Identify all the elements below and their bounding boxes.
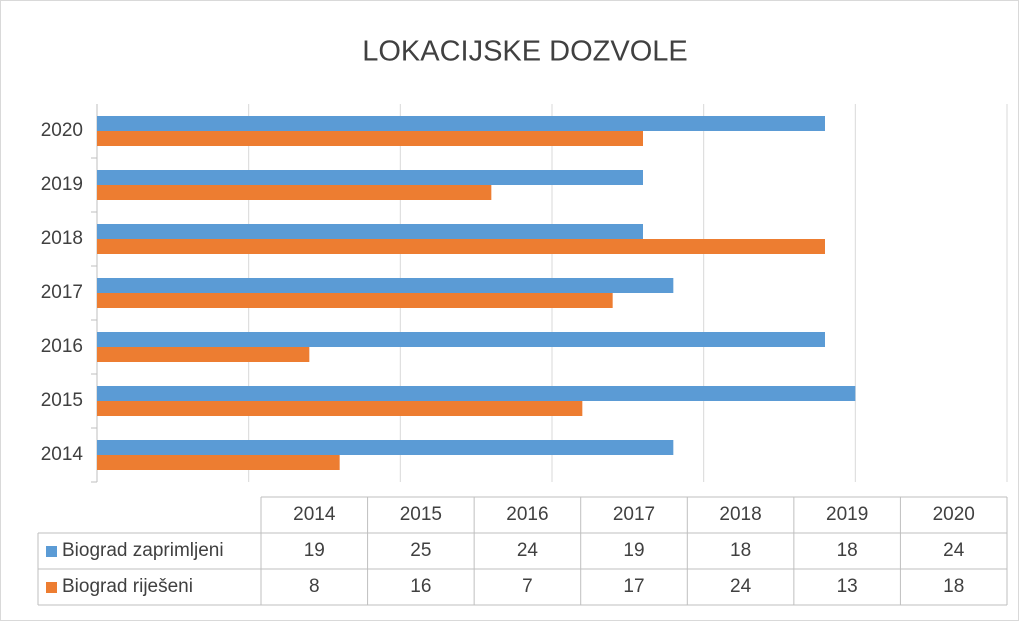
bar — [97, 224, 643, 239]
y-tick-label: 2020 — [41, 120, 83, 141]
table-cell: 18 — [943, 576, 964, 597]
bar — [97, 293, 613, 308]
bar — [97, 131, 643, 146]
table-header: 2017 — [613, 504, 655, 525]
bar — [97, 278, 674, 293]
bar — [97, 185, 492, 200]
table-header: 2014 — [293, 504, 336, 525]
legend-label: Biograd zaprimljeni — [62, 540, 224, 561]
table-cell: 24 — [730, 576, 752, 597]
table-header: 2018 — [719, 504, 761, 525]
y-tick-label: 2016 — [41, 336, 83, 357]
table-cell: 18 — [730, 540, 751, 561]
y-tick-label: 2015 — [41, 390, 83, 411]
table-header: 2016 — [506, 504, 548, 525]
legend-swatch — [46, 582, 57, 593]
table-cell: 25 — [410, 540, 431, 561]
y-tick-label: 2017 — [41, 282, 83, 303]
table-cell: 17 — [623, 576, 644, 597]
table-cell: 24 — [943, 540, 965, 561]
chart-frame — [0, 0, 1019, 621]
bar — [97, 401, 583, 416]
table-cell: 24 — [517, 540, 539, 561]
table-cell: 7 — [522, 576, 533, 597]
legend-label: Biograd riješeni — [62, 576, 193, 597]
bar — [97, 332, 825, 347]
table-header: 2020 — [933, 504, 975, 525]
table-cell: 18 — [837, 540, 858, 561]
bar — [97, 455, 340, 470]
table-cell: 19 — [623, 540, 644, 561]
bar — [97, 116, 825, 131]
table-cell: 19 — [304, 540, 325, 561]
table-cell: 8 — [309, 576, 320, 597]
table-cell: 13 — [837, 576, 858, 597]
y-tick-label: 2018 — [41, 228, 83, 249]
table-header: 2019 — [826, 504, 868, 525]
y-tick-label: 2014 — [41, 444, 84, 465]
chart-title: LOKACIJSKE DOZVOLE — [362, 36, 688, 68]
table-cell: 16 — [410, 576, 431, 597]
bar — [97, 386, 856, 401]
legend-swatch — [46, 546, 57, 557]
bar — [97, 170, 643, 185]
bar — [97, 239, 825, 254]
bar — [97, 440, 674, 455]
table-header: 2015 — [400, 504, 442, 525]
y-tick-label: 2019 — [41, 174, 83, 195]
bar — [97, 347, 310, 362]
